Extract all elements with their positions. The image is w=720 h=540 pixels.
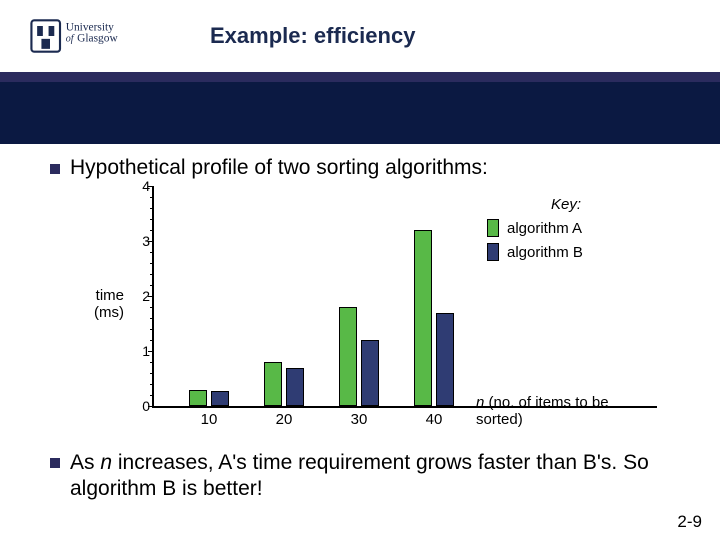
xtick-label: 10 [201,411,218,428]
bar-algo-a [414,230,432,406]
chart-legend: Key: algorithm A algorithm B [479,190,653,269]
bar-algo-a [264,362,282,406]
bullet-2: As n increases, A's time requirement gro… [50,450,670,503]
ytick-minor [150,373,154,374]
ylabel-line2: (ms) [94,304,124,321]
slide-title: Example: efficiency [210,23,415,49]
navy-band [0,82,720,144]
ytick-minor [150,197,154,198]
ytick-mark [148,351,154,352]
bar-algo-a [339,307,357,406]
ytick-minor [150,329,154,330]
bullet-icon [50,164,60,174]
bullet-icon [50,458,60,468]
xtick-label: 30 [351,411,368,428]
ytick-minor [150,219,154,220]
ytick-minor [150,307,154,308]
ytick-mark [148,241,154,242]
ytick-minor [150,230,154,231]
svg-text:of: of [66,34,75,45]
legend-swatch [487,219,499,237]
ytick-minor [150,263,154,264]
chart: time (ms) Key: algorithm Aalgorithm B 01… [130,186,670,436]
ytick-minor [150,384,154,385]
bar-algo-b [436,313,454,407]
x-axis-label: n (no. of items to be sorted) [476,394,657,428]
slide-header: University of Glasgow Example: efficienc… [0,0,720,72]
svg-text:University: University [66,21,114,33]
plot-area: Key: algorithm Aalgorithm B 012341020304… [152,186,657,408]
legend-row: algorithm B [487,243,645,261]
legend-swatch [487,243,499,261]
ytick-minor [150,274,154,275]
ytick-minor [150,252,154,253]
ytick-minor [150,395,154,396]
bullet2-pre: As [70,451,100,474]
bullet2-post: increases, A's time requirement grows fa… [70,451,649,500]
university-logo: University of Glasgow [30,14,180,58]
ytick-minor [150,285,154,286]
y-axis-label: time (ms) [74,288,124,321]
ytick-minor [150,362,154,363]
bullet-2-text: As n increases, A's time requirement gro… [70,450,670,503]
svg-text:Glasgow: Glasgow [77,33,118,45]
ytick-mark [148,406,154,407]
ytick-mark [148,186,154,187]
xtick-label: 20 [276,411,293,428]
legend-row: algorithm A [487,219,645,237]
ytick-minor [150,318,154,319]
page-number: 2-9 [677,512,702,532]
ytick-minor [150,208,154,209]
bar-algo-b [286,368,304,407]
bar-algo-b [361,340,379,406]
slide-body: Hypothetical profile of two sorting algo… [0,144,720,540]
bar-algo-a [189,390,207,407]
bar-algo-b [211,391,229,406]
ytick-minor [150,340,154,341]
ylabel-line1: time [96,287,124,304]
legend-label: algorithm B [507,244,583,261]
legend-title: Key: [487,196,645,213]
bullet-1-text: Hypothetical profile of two sorting algo… [70,156,488,180]
bullet-1: Hypothetical profile of two sorting algo… [50,156,670,180]
header-rule [0,72,720,82]
ytick-mark [148,296,154,297]
legend-label: algorithm A [507,220,582,237]
bullet2-n: n [100,451,112,474]
xtick-label: 40 [426,411,443,428]
